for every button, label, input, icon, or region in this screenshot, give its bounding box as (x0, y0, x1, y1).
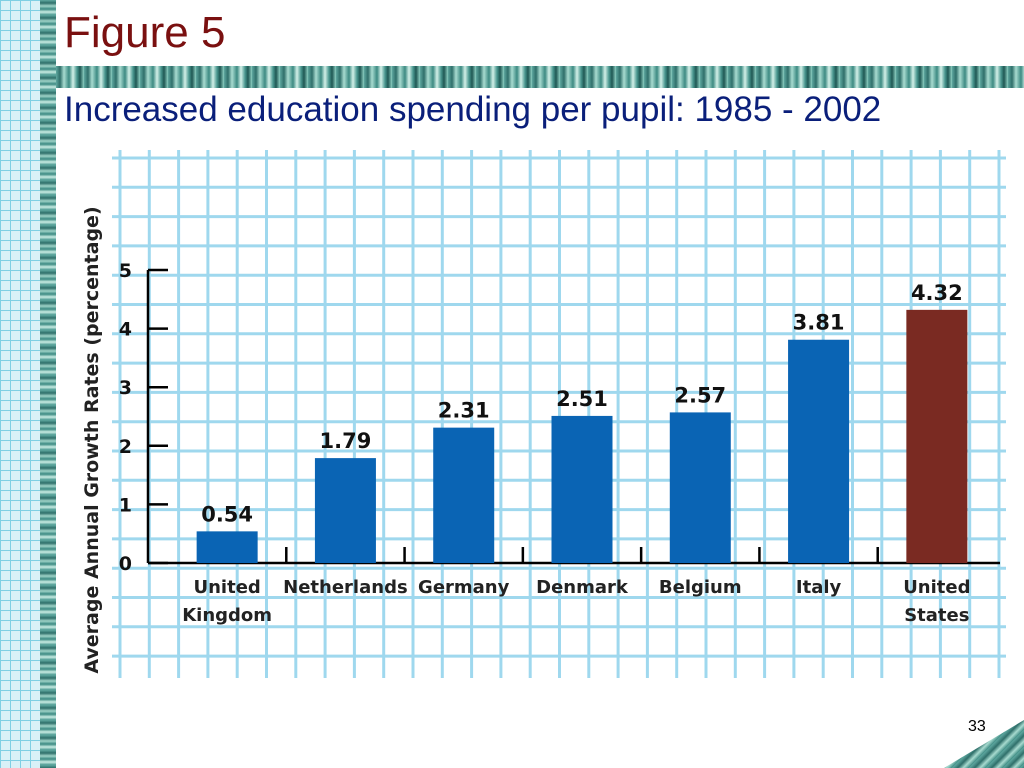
left-grid-strip (0, 0, 40, 768)
y-tick-label: 2 (119, 436, 132, 458)
x-category-label: Kingdom (182, 605, 272, 626)
bar-value-label: 2.57 (674, 383, 726, 407)
bar (669, 412, 731, 563)
bar-value-label: 1.79 (320, 429, 372, 453)
x-category-label: Germany (418, 577, 510, 598)
x-category-label: Belgium (659, 577, 742, 598)
bar (788, 339, 850, 563)
bar-value-label: 4.32 (911, 281, 963, 305)
bar (906, 309, 968, 563)
marble-horizontal-band (56, 66, 1024, 88)
bar-value-label: 0.54 (201, 502, 253, 526)
y-tick-label: 3 (119, 377, 132, 399)
x-category-label: United (903, 577, 970, 598)
figure-title: Figure 5 (64, 8, 226, 57)
bar-chart: 0 1 2 3 4 5 Average Annual Growth Rates (perce… (76, 150, 1006, 680)
bar-value-label: 3.81 (793, 311, 845, 335)
y-tick-label: 4 (119, 319, 132, 341)
slide-subtitle: Increased education spending per pupil: … (64, 90, 882, 129)
bar (433, 427, 495, 563)
bar-value-label: 2.31 (438, 399, 490, 423)
y-tick-label: 5 (119, 260, 132, 282)
x-category-label: Netherlands (283, 577, 408, 598)
marble-vertical-band (40, 0, 56, 768)
bar-value-label: 2.51 (556, 387, 608, 411)
y-tick-label: 1 (119, 494, 132, 516)
y-tick-label: 0 (119, 553, 132, 575)
chart-svg: 0 1 2 3 4 5 Average Annual Growth Rates (perce… (81, 150, 1006, 678)
page-number: 33 (968, 718, 986, 735)
x-category-label: Italy (796, 577, 842, 598)
bar (314, 458, 376, 563)
bar (196, 531, 258, 563)
x-category-label: States (904, 605, 969, 626)
y-axis-label: Average Annual Growth Rates (percentage) (81, 206, 103, 673)
x-category-label: United (193, 577, 260, 598)
x-category-label: Denmark (536, 577, 629, 598)
bar (551, 415, 613, 563)
